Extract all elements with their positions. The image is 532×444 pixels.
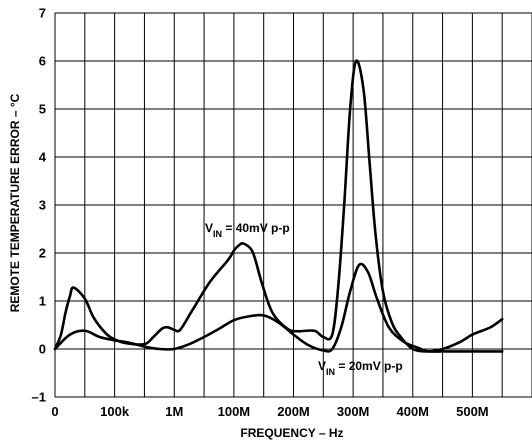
x-tick-label: 400M (396, 404, 429, 419)
x-tick-label: 300M (337, 404, 370, 419)
series-line-1 (53, 262, 504, 353)
x-tick-label: 200M (277, 404, 310, 419)
x-tick-label: 100M (218, 404, 251, 419)
y-tick-label: 2 (39, 246, 46, 261)
y-tick-label: 5 (39, 102, 46, 117)
y-tick-label: 3 (39, 198, 46, 213)
series-label-20mv: VIN = 20mV p-p (318, 359, 403, 377)
grid (54, 12, 532, 398)
y-tick-label: 4 (39, 150, 47, 165)
x-axis-title: FREQUENCY – Hz (240, 426, 343, 440)
y-tick-label: 7 (39, 6, 46, 21)
series-line-0 (53, 59, 504, 353)
x-tick-label: 500M (456, 404, 489, 419)
tick-labels: –1 0 1 2 3 4 5 6 7 0 100k 1M 100M 200M 300M 400M 500M (32, 6, 489, 420)
x-tick-label: 0 (51, 404, 58, 419)
y-tick-label: 1 (39, 294, 46, 309)
y-tick-label: 0 (39, 342, 46, 357)
y-tick-label: –1 (32, 390, 46, 405)
y-axis-title: REMOTE TEMPERATURE ERROR – °C (8, 93, 22, 312)
x-tick-label: 100k (100, 404, 130, 419)
series-label-40mv: VIN = 40mV p-p (205, 221, 290, 239)
series-layer (53, 59, 504, 353)
y-tick-label: 6 (39, 54, 46, 69)
x-tick-label: 1M (165, 404, 183, 419)
